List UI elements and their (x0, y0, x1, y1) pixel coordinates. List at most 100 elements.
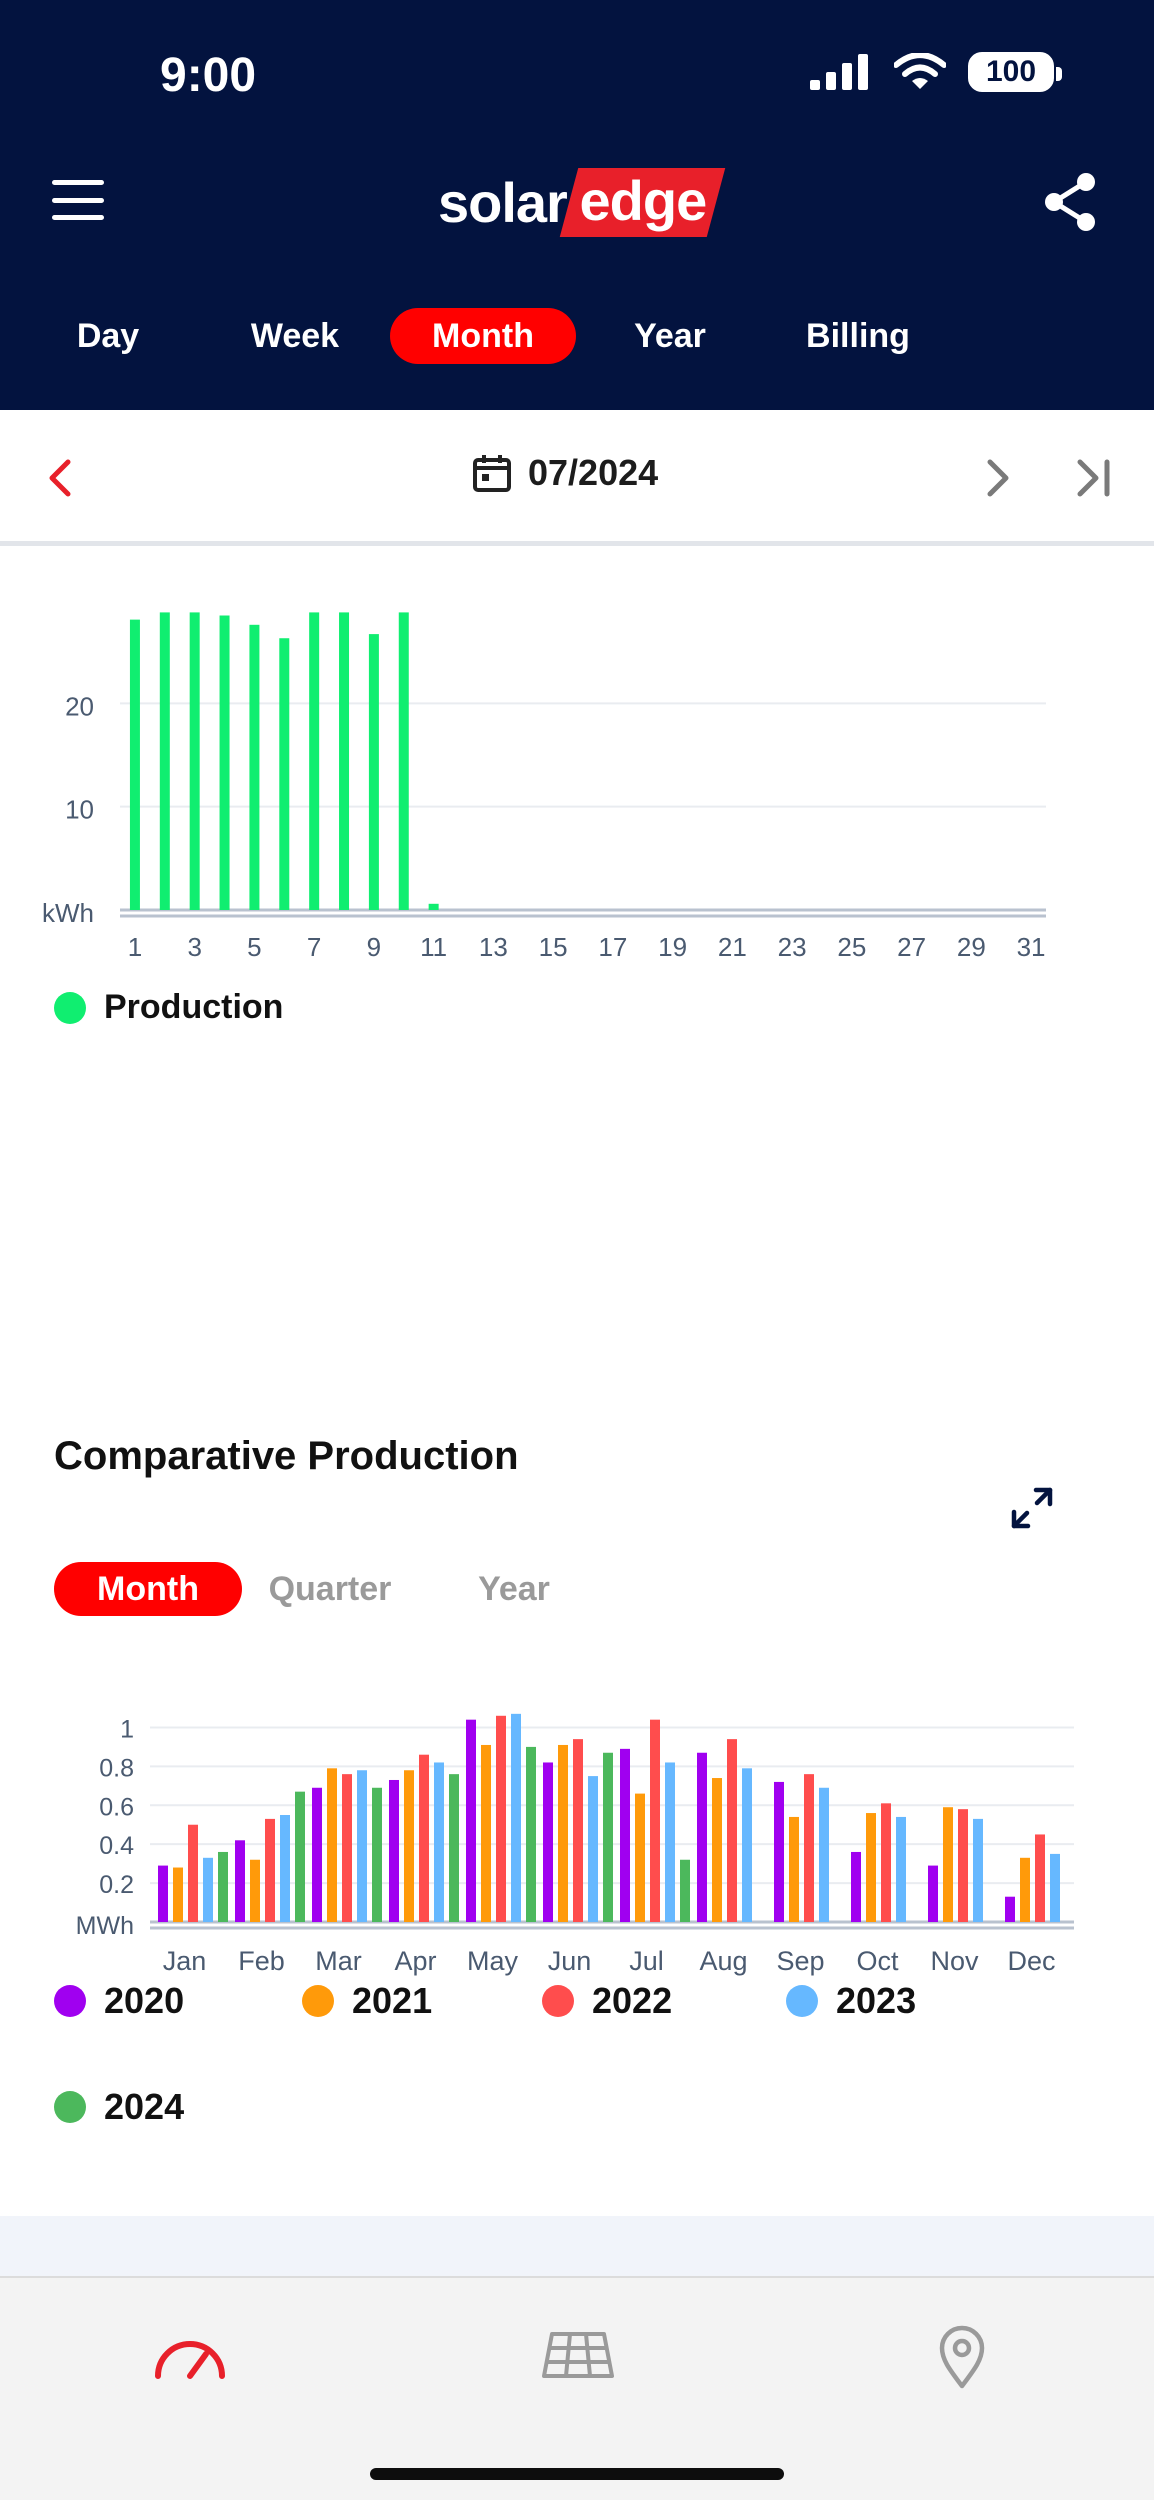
bar-2022 (958, 1809, 968, 1922)
production-bar (190, 612, 200, 910)
chevron-right-icon[interactable] (982, 458, 1014, 498)
bar-2024 (526, 1747, 536, 1922)
home-indicator (370, 2468, 784, 2480)
bar-2023 (280, 1815, 290, 1922)
tab-year[interactable]: Year (612, 308, 728, 364)
production-bar (399, 612, 409, 910)
bar-2023 (973, 1819, 983, 1922)
bar-2022 (573, 1739, 583, 1922)
bar-2022 (419, 1755, 429, 1922)
bar-2024 (449, 1774, 459, 1922)
tab-week[interactable]: Week (230, 308, 360, 364)
bar-2020 (851, 1852, 861, 1922)
content-bottom-strip (0, 2216, 1154, 2276)
y-tick-label: 10 (65, 795, 94, 825)
x-tick-label: Apr (394, 1946, 436, 1976)
x-tick-label: May (467, 1946, 519, 1976)
expand-icon[interactable] (1010, 1486, 1054, 1530)
y-unit-label: kWh (42, 898, 94, 928)
selected-date: 07/2024 (528, 452, 658, 494)
bar-2021 (866, 1813, 876, 1922)
x-tick-label: 17 (598, 932, 627, 962)
y-tick-label: 0.2 (99, 1871, 134, 1899)
bar-2023 (203, 1858, 213, 1922)
bar-2024 (603, 1753, 613, 1922)
production-bar (369, 634, 379, 910)
x-tick-label: 1 (128, 932, 142, 962)
location-pin-icon[interactable] (922, 2320, 1002, 2390)
bar-2020 (158, 1866, 168, 1922)
menu-icon-line (52, 215, 104, 220)
bar-2023 (357, 1770, 367, 1922)
x-tick-label: 25 (837, 932, 866, 962)
x-tick-label: Oct (856, 1946, 899, 1976)
bar-2020 (697, 1753, 707, 1922)
x-tick-label: Sep (776, 1946, 824, 1976)
comp-tab-quarter[interactable]: Quarter (260, 1562, 400, 1616)
bar-2022 (265, 1819, 275, 1922)
comparative-legend: 2020 2021 2022 2023 2024 (54, 1980, 1114, 2130)
bar-2021 (558, 1745, 568, 1922)
skip-to-end-icon[interactable] (1076, 458, 1112, 498)
production-bar (160, 612, 170, 910)
y-unit-label: MWh (76, 1912, 134, 1940)
x-tick-label: 11 (420, 932, 447, 962)
bar-2021 (635, 1794, 645, 1922)
calendar-icon (472, 453, 512, 493)
bar-2020 (928, 1866, 938, 1922)
bar-2022 (1035, 1834, 1045, 1922)
bar-2024 (372, 1788, 382, 1922)
x-tick-label: 3 (187, 932, 201, 962)
bar-2022 (188, 1825, 198, 1922)
dashboard-gauge-icon[interactable] (150, 2320, 230, 2390)
bar-2021 (327, 1768, 337, 1922)
bar-2024 (218, 1852, 228, 1922)
bar-2021 (173, 1868, 183, 1922)
date-navigation: 07/2024 (0, 410, 1154, 546)
menu-button[interactable] (52, 180, 104, 220)
app-header: 9:00 100 solar edge Day Week Month (0, 0, 1154, 410)
y-tick-label: 20 (65, 691, 94, 721)
date-picker[interactable]: 07/2024 (472, 452, 658, 494)
legend-label-2024: 2024 (104, 2086, 184, 2128)
comp-tab-month[interactable]: Month (54, 1562, 242, 1616)
legend-item-2020: 2020 (54, 1980, 184, 2022)
x-tick-label: 13 (479, 932, 508, 962)
bar-2023 (511, 1714, 521, 1922)
bar-2022 (496, 1716, 506, 1922)
x-tick-label: 27 (897, 932, 926, 962)
legend-label-2023: 2023 (836, 1980, 916, 2022)
bar-2020 (1005, 1897, 1015, 1922)
bar-2022 (727, 1739, 737, 1922)
legend-dot-2021 (302, 1985, 334, 2017)
menu-icon-line (52, 198, 104, 203)
bar-2023 (742, 1768, 752, 1922)
bar-2020 (774, 1782, 784, 1922)
bar-2021 (712, 1778, 722, 1922)
tab-month[interactable]: Month (390, 308, 576, 364)
production-bar (220, 616, 230, 911)
bar-2020 (543, 1762, 553, 1922)
legend-item-2022: 2022 (542, 1980, 672, 2022)
chevron-left-icon[interactable] (44, 458, 76, 498)
production-bar (339, 612, 349, 910)
menu-icon-line (52, 180, 104, 185)
comp-tab-year[interactable]: Year (464, 1562, 564, 1616)
x-tick-label: 9 (367, 932, 381, 962)
logo-solar-text: solar (438, 170, 567, 235)
tab-day[interactable]: Day (48, 308, 168, 364)
x-tick-label: 29 (957, 932, 986, 962)
bar-2021 (943, 1807, 953, 1922)
x-tick-label: Feb (238, 1946, 285, 1976)
x-tick-label: Nov (930, 1946, 979, 1976)
share-icon[interactable] (1042, 172, 1098, 232)
x-tick-label: 21 (718, 932, 747, 962)
tab-billing[interactable]: Billing (786, 308, 930, 364)
solar-panel-layout-icon[interactable] (538, 2320, 618, 2390)
production-bar (279, 638, 289, 910)
x-tick-label: 7 (307, 932, 321, 962)
legend-label-2020: 2020 (104, 1980, 184, 2022)
x-tick-label: 15 (539, 932, 568, 962)
status-time: 9:00 (160, 48, 256, 103)
bar-2021 (789, 1817, 799, 1922)
